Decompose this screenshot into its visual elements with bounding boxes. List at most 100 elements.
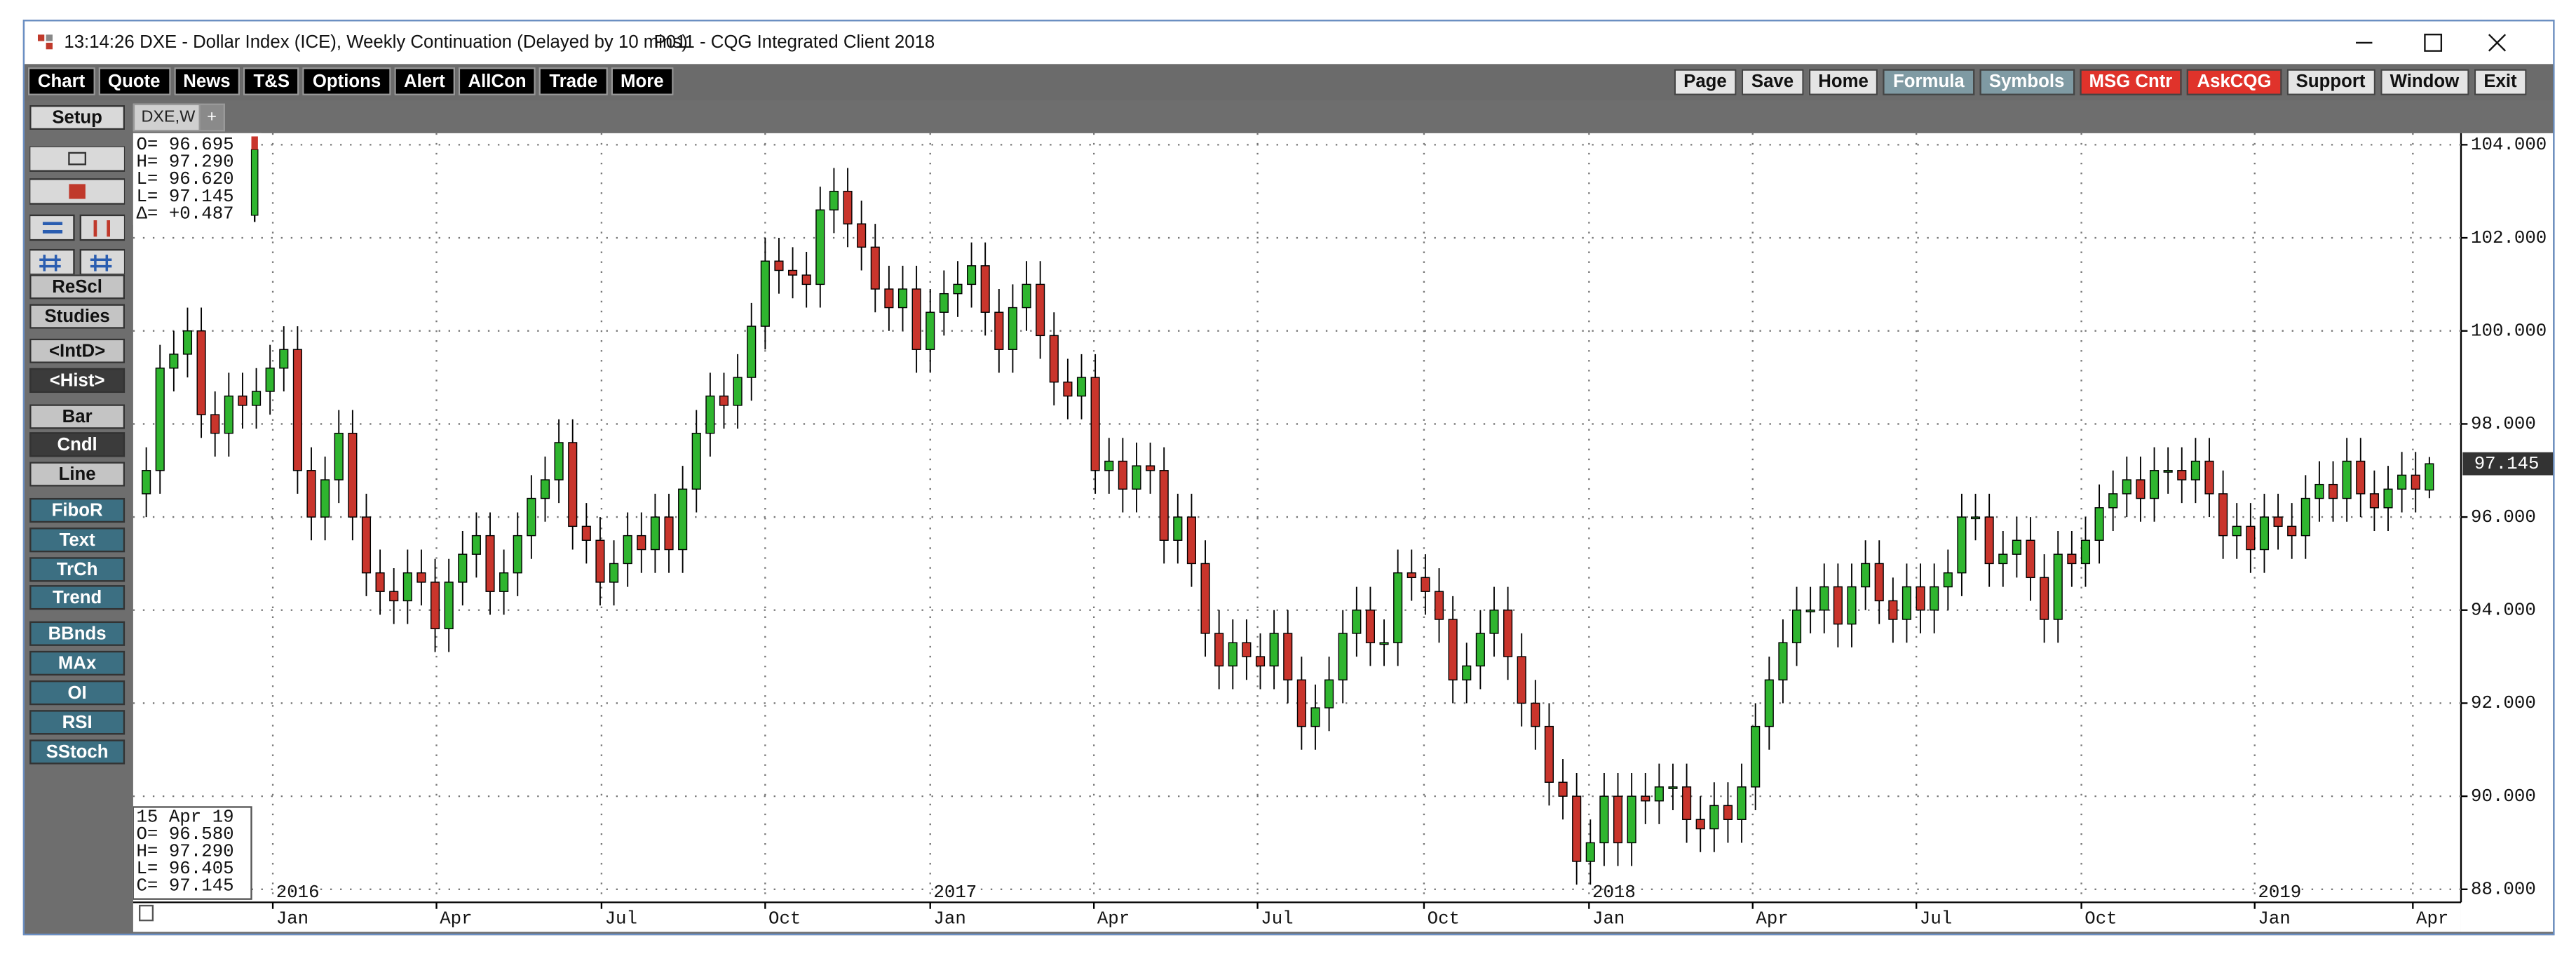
- chart-tab[interactable]: DXE,W: [133, 103, 204, 132]
- candle-body: [2094, 507, 2104, 541]
- toolbar-button[interactable]: Symbols: [1979, 69, 2075, 95]
- candle-body: [361, 516, 372, 574]
- candle-body: [1847, 586, 1857, 625]
- toolbar-button[interactable]: T&S: [243, 67, 300, 95]
- sidebar-button[interactable]: TrCh: [29, 557, 126, 582]
- candle-body: [485, 535, 495, 592]
- toolbar-button[interactable]: Quote: [97, 67, 170, 95]
- candle-body: [210, 414, 220, 434]
- candle-body: [2232, 525, 2242, 537]
- candle-body: [843, 191, 853, 224]
- sidebar-button[interactable]: <Hist>: [29, 368, 126, 394]
- candle-body: [1132, 465, 1141, 490]
- candle-body: [348, 432, 358, 518]
- candle-body: [678, 488, 688, 551]
- candle-body: [416, 572, 426, 583]
- sidebar-button[interactable]: OI: [29, 680, 126, 706]
- scroll-button[interactable]: [29, 214, 75, 241]
- sidebar-button[interactable]: ReScl: [29, 274, 126, 300]
- toolbar-button[interactable]: Save: [1741, 69, 1804, 95]
- x-axis-area: [133, 902, 2461, 932]
- zoom-button[interactable]: [79, 214, 126, 241]
- candle-body: [1421, 577, 1430, 592]
- sidebar-icons: [29, 146, 126, 276]
- grid-button[interactable]: [29, 248, 75, 276]
- x-tick-label: Jul: [605, 909, 637, 929]
- toolbar-button[interactable]: News: [173, 67, 240, 95]
- sidebar-button[interactable]: BBnds: [29, 621, 126, 646]
- y-tick-label: 88.000: [2471, 880, 2536, 900]
- print-button[interactable]: [29, 146, 126, 172]
- toolbar-button[interactable]: MSG Cntr: [2079, 69, 2183, 95]
- toolbar-button[interactable]: Support: [2286, 69, 2375, 95]
- candle-body: [2342, 460, 2352, 499]
- sidebar-button[interactable]: MAx: [29, 650, 126, 676]
- add-tab[interactable]: +: [198, 103, 225, 132]
- sidebar-button[interactable]: Trend: [29, 585, 126, 610]
- toolbar-button[interactable]: Trade: [539, 67, 608, 95]
- candle-body: [1090, 377, 1100, 471]
- x-tick-label: Jan: [276, 909, 309, 929]
- candle-body: [760, 260, 770, 327]
- candle-body: [1791, 610, 1802, 643]
- candle-body: [1874, 563, 1884, 602]
- candle-body: [2190, 460, 2200, 480]
- candle-body: [2122, 479, 2131, 495]
- toolbar-button[interactable]: Window: [2380, 69, 2469, 95]
- toolbar-button[interactable]: Home: [1808, 69, 1878, 95]
- maximize[interactable]: [2424, 34, 2443, 52]
- y-axis-area: [2460, 133, 2554, 932]
- candle-body: [568, 442, 578, 527]
- candle-body: [1668, 786, 1678, 789]
- candle-body: [2300, 497, 2310, 537]
- candle-body: [1805, 610, 1815, 612]
- sidebar-button[interactable]: Cndl: [29, 432, 126, 457]
- print-icon: [68, 152, 87, 166]
- info-box: [133, 133, 262, 226]
- candle-body: [2328, 483, 2338, 499]
- toolbar-button[interactable]: AskCQG: [2187, 69, 2282, 95]
- sidebar-button[interactable]: Studies: [29, 304, 126, 329]
- sidebar-button[interactable]: FiboR: [29, 497, 126, 523]
- candle-body: [650, 516, 660, 551]
- date-box: [133, 806, 252, 900]
- sidebar-button[interactable]: RSI: [29, 710, 126, 735]
- candle-body: [1462, 665, 1472, 680]
- candle-body: [471, 535, 481, 555]
- toolbar-button[interactable]: Options: [302, 67, 391, 95]
- sidebar-button[interactable]: SStoch: [29, 739, 126, 765]
- y-tick-label: 96.000: [2471, 507, 2536, 527]
- candle-body: [1296, 679, 1306, 727]
- grid-icon: [39, 255, 61, 271]
- scroll-box[interactable]: [138, 904, 154, 922]
- sidebar-button[interactable]: Line: [29, 462, 126, 487]
- title-bar: 13:14:26 DXE - Dollar Index (ICE), Weekl…: [25, 21, 2554, 65]
- toolbar-button[interactable]: Alert: [393, 67, 455, 95]
- candle-body: [2040, 577, 2049, 620]
- candle-body: [747, 325, 757, 378]
- close[interactable]: [2488, 34, 2507, 52]
- x-tick-label: Oct: [768, 909, 801, 929]
- sidebar-button[interactable]: Setup: [29, 105, 126, 130]
- candle-body: [1379, 642, 1389, 645]
- candle-body: [1585, 842, 1595, 862]
- candle-body: [1970, 516, 1981, 520]
- candle-body: [2369, 493, 2379, 509]
- grid2-button[interactable]: [79, 248, 126, 276]
- toolbar-button[interactable]: Exit: [2474, 69, 2527, 95]
- sidebar-button[interactable]: Text: [29, 527, 126, 553]
- window-title: DXE - Dollar Index (ICE), Weekly Continu…: [140, 32, 688, 53]
- toolbar-button[interactable]: Chart: [27, 67, 95, 95]
- sidebar-button[interactable]: Bar: [29, 404, 126, 429]
- toolbar-button[interactable]: Page: [1674, 69, 1737, 95]
- window-controls[interactable]: [2352, 29, 2533, 55]
- toolbar-button[interactable]: More: [610, 67, 674, 95]
- candle-body: [1173, 516, 1183, 541]
- candle-body: [801, 274, 811, 285]
- toolbar-button[interactable]: AllCon: [458, 67, 536, 95]
- candle-body: [829, 191, 839, 210]
- candle-body: [306, 470, 316, 518]
- toolbar-button[interactable]: Formula: [1883, 69, 1974, 95]
- sidebar-button[interactable]: <IntD>: [29, 338, 126, 363]
- candle-body: [2149, 470, 2160, 499]
